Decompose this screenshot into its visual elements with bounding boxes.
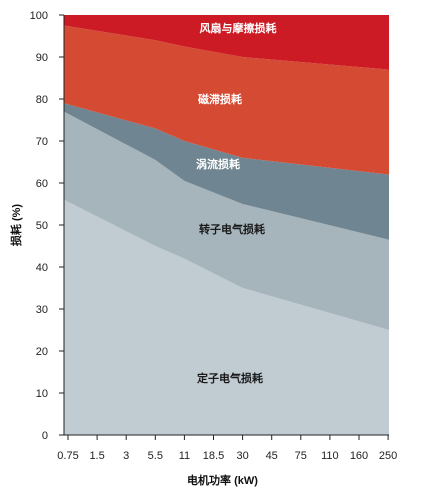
y-tick-label: 60	[36, 178, 48, 190]
x-tick-label: 5.5	[148, 450, 163, 462]
area-label-3: 涡流损耗	[196, 157, 240, 171]
x-tick-label: 110	[321, 450, 339, 462]
x-tick-label: 3	[123, 450, 129, 462]
x-tick-label: 45	[266, 450, 278, 462]
x-tick-label: 0.75	[57, 450, 78, 462]
x-tick-label: 18.5	[203, 450, 224, 462]
area-3	[64, 103, 389, 240]
area-label-5: 风扇与摩擦损耗	[200, 21, 277, 35]
x-tick-label: 75	[295, 450, 307, 462]
y-tick-label: 10	[36, 388, 48, 400]
x-tick-label: 11	[179, 450, 190, 462]
y-tick-label: 40	[36, 262, 48, 274]
y-tick-label: 20	[36, 346, 48, 358]
area-4	[64, 25, 389, 175]
y-tick-label: 30	[36, 304, 48, 316]
x-tick-label: 250	[379, 450, 397, 462]
chart-axes: 0 10 20 30 40 50 60 70 80 90 100 0.75 1.5 3 5.5 11 18.5 3…	[30, 10, 398, 462]
x-tick-label: 30	[236, 450, 248, 462]
area-label-4: 磁滞损耗	[198, 92, 242, 106]
y-axis-title: 损耗 (%)	[9, 204, 23, 246]
y-tick-label: 0	[42, 430, 48, 442]
area-label-2: 转子电气损耗	[199, 222, 265, 236]
y-tick-label: 70	[36, 136, 48, 148]
y-tick-label: 80	[36, 94, 48, 106]
area-label-1: 定子电气损耗	[197, 371, 263, 385]
x-tick-label: 160	[350, 450, 368, 462]
y-tick-label: 50	[36, 220, 48, 232]
chart-areas	[64, 15, 389, 435]
x-tick-label: 1.5	[89, 450, 104, 462]
area-2	[64, 111, 389, 330]
area-5	[64, 15, 389, 70]
area-1	[64, 199, 389, 435]
y-tick-label: 90	[36, 52, 48, 64]
y-tick-label: 100	[30, 10, 48, 22]
x-axis-title: 电机功率 (kW)	[187, 473, 258, 487]
